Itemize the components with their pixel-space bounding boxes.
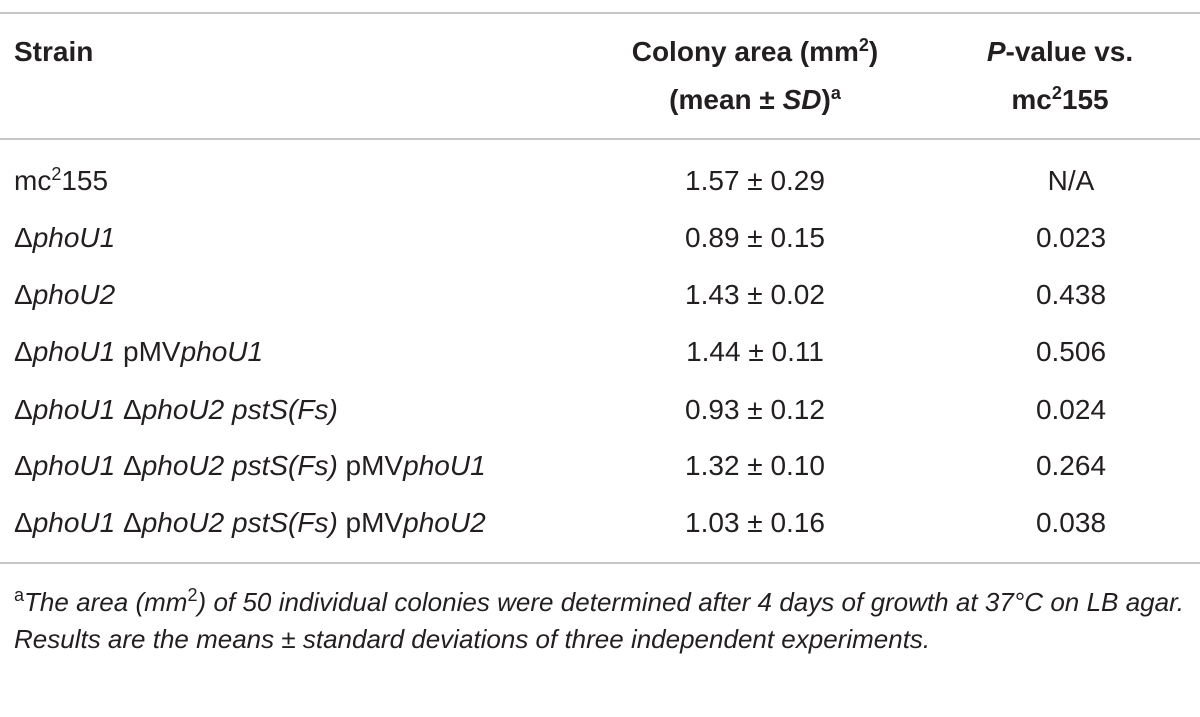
italic-text: P [986, 36, 1006, 67]
italic-text: phoU1 [180, 336, 264, 367]
area-cell: 1.32 ± 0.10 [685, 450, 825, 481]
top-rule [0, 12, 1200, 14]
strain-cell: ΔphoU1 ΔphoU2 pstS(Fs) [14, 393, 338, 427]
italic-text: SD [782, 84, 822, 115]
italic-text: phoU1 [32, 394, 123, 425]
area-cell: 0.89 ± 0.15 [685, 222, 825, 253]
area-cell: 1.03 ± 0.16 [685, 507, 825, 538]
strain-cell: ΔphoU1 ΔphoU2 pstS(Fs) pMVphoU1 [14, 449, 486, 483]
header-cell: Colony area (mm2) [580, 35, 930, 69]
text: Δ [14, 507, 33, 538]
footnote: aThe area (mm2) of 50 individual colonie… [14, 584, 1184, 658]
text: Δ [14, 222, 33, 253]
text: ) of 50 individual colonies were determi… [14, 587, 1184, 654]
text: pMV [337, 450, 404, 481]
text: 155 [1061, 84, 1109, 115]
italic-text: phoU1 [32, 336, 116, 367]
italic-text: phoU2 [32, 279, 116, 310]
text: Δ [14, 394, 33, 425]
superscript: 2 [1051, 83, 1062, 103]
p-value-cell: 0.264 [1035, 450, 1107, 481]
superscript: a [830, 83, 841, 103]
header-cell: (mean ± SD)a [580, 83, 930, 117]
text: pMV [337, 507, 404, 538]
italic-text: phoU1 [403, 450, 486, 481]
italic-text: phoU1 [32, 450, 123, 481]
strain-cell: ΔphoU1 ΔphoU2 pstS(Fs) pMVphoU2 [14, 506, 486, 540]
italic-text: phoU2 pstS(Fs) [141, 394, 338, 425]
text: Δ [123, 507, 142, 538]
strain-cell: ΔphoU1 [14, 221, 115, 255]
strain-cell: ΔphoU1 pMVphoU1 [14, 335, 263, 369]
text: ) [868, 36, 879, 67]
text: Δ [123, 450, 142, 481]
superscript: 2 [858, 35, 869, 55]
area-cell: 0.93 ± 0.12 [685, 394, 825, 425]
bottom-rule [0, 562, 1200, 564]
text: mc [1011, 84, 1052, 115]
superscript: 2 [187, 585, 198, 605]
superscript: a [14, 585, 25, 605]
text: The area (mm [24, 587, 188, 617]
italic-text: phoU2 pstS(Fs) [141, 450, 338, 481]
text: Strain [14, 36, 94, 67]
strain-cell: ΔphoU2 [14, 278, 115, 312]
text: -value vs. [1005, 36, 1134, 67]
italic-text: phoU2 pstS(Fs) [141, 507, 338, 538]
header-cell: P-value vs. [960, 35, 1160, 69]
text: pMV [115, 336, 181, 367]
italic-text: phoU2 [403, 507, 486, 538]
text: Δ [14, 279, 33, 310]
text: mc [14, 165, 52, 196]
italic-text: phoU1 [32, 507, 123, 538]
text: Colony area (mm [631, 36, 859, 67]
header-rule [0, 138, 1200, 140]
p-value-cell: N/A [1047, 165, 1095, 196]
area-cell: 1.44 ± 0.11 [686, 336, 824, 367]
text: ) [821, 84, 831, 115]
area-cell: 1.43 ± 0.02 [685, 279, 825, 310]
p-value-cell: 0.023 [1035, 222, 1107, 253]
p-value-cell: 0.024 [1035, 394, 1107, 425]
p-value-cell: 0.506 [1035, 336, 1107, 367]
text: Δ [14, 450, 33, 481]
p-value-cell: 0.038 [1035, 507, 1107, 538]
superscript: 2 [51, 164, 62, 184]
italic-text: phoU1 [32, 222, 116, 253]
text: (mean ± [669, 84, 783, 115]
text: Δ [123, 394, 142, 425]
p-value-cell: 0.438 [1035, 279, 1107, 310]
header-cell: Strain [14, 35, 93, 69]
text: Δ [14, 336, 33, 367]
header-cell: mc2155 [960, 83, 1160, 117]
strain-cell: mc2155 [14, 164, 108, 198]
area-cell: 1.57 ± 0.29 [685, 165, 825, 196]
text: 155 [61, 165, 109, 196]
